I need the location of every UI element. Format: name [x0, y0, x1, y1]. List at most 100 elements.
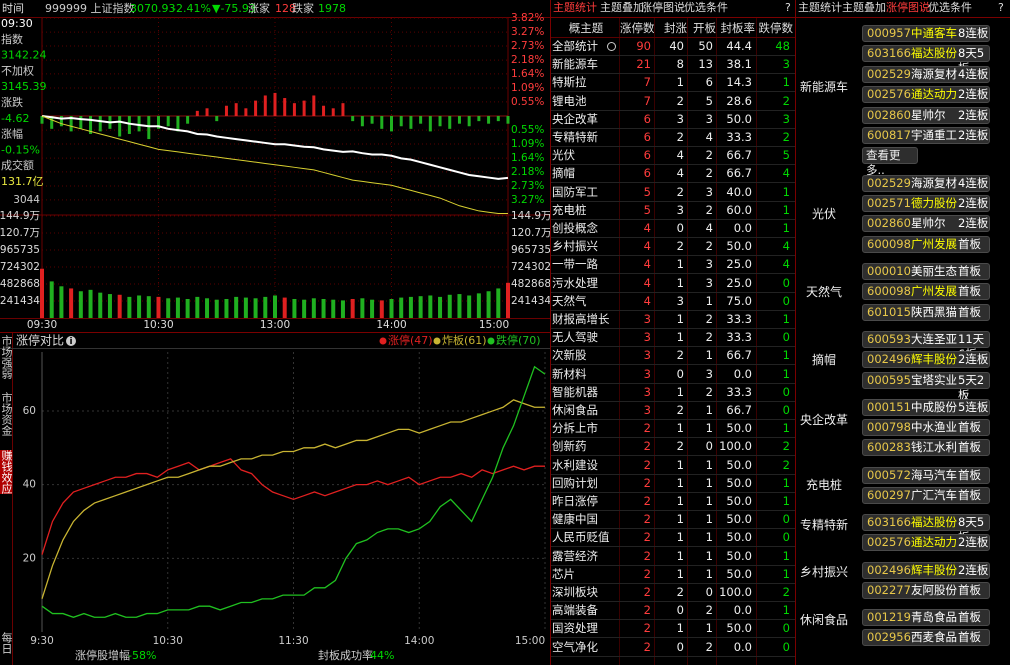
- side-tab[interactable]: 市场强弱: [0, 335, 13, 379]
- breadth-bar: [205, 108, 209, 116]
- tab[interactable]: 主题叠加: [600, 1, 644, 14]
- stock-pill[interactable]: 601015 陕西黑猫 首板: [862, 303, 990, 321]
- stock-pill[interactable]: 603166福达股份8天5板: [862, 45, 990, 75]
- table-cell[interactable]: 智能机器: [552, 384, 598, 399]
- column-line: [756, 18, 757, 665]
- tab[interactable]: 涨停图说: [641, 1, 685, 14]
- tab[interactable]: 涨停图说: [886, 1, 930, 14]
- table-cell[interactable]: 摘帽: [552, 166, 575, 181]
- stock-pill[interactable]: 000010 美丽生态 首板: [862, 262, 990, 280]
- table-cell[interactable]: 创新药: [552, 439, 587, 454]
- theme-label: 乡村振兴: [800, 565, 849, 580]
- table-cell[interactable]: 财报高增长: [552, 312, 610, 326]
- table-cell[interactable]: 新材料: [552, 366, 587, 381]
- stock-pill[interactable]: 000957 中通客车 8连板: [862, 25, 990, 42]
- stock-pill[interactable]: 002496 辉丰股份 2连板: [862, 561, 990, 579]
- table-cell[interactable]: 次新股: [552, 348, 587, 363]
- stock-pill[interactable]: 000572 海马汽车 首板: [862, 466, 990, 484]
- stock-tag: 5天2板: [958, 372, 985, 402]
- stock-pill[interactable]: 002576 通达动力 2连板: [862, 534, 990, 552]
- table-cell[interactable]: 央企改革: [552, 111, 598, 126]
- stock-pill[interactable]: 603166福达股份8天5板: [862, 514, 990, 544]
- stock-pill[interactable]: 002529 海源复材 4连板: [862, 174, 990, 192]
- stock-name: 辉丰股份: [911, 352, 957, 367]
- table-cell[interactable]: 全部统计: [552, 39, 598, 53]
- side-tab[interactable]: 市场资金: [0, 392, 13, 436]
- table-cell[interactable]: 回购计划: [552, 475, 598, 490]
- y-tick-label: 1.64%: [511, 68, 544, 80]
- breadth-bar: [40, 116, 44, 124]
- table-cell[interactable]: 创投概念: [552, 221, 598, 235]
- stock-code: 002496: [867, 352, 911, 367]
- table-cell[interactable]: 休闲食品: [552, 403, 598, 417]
- table-cell[interactable]: 芯片: [552, 566, 575, 581]
- table-cell[interactable]: 天然气: [552, 293, 587, 308]
- table-cell[interactable]: 健康中国: [552, 512, 598, 527]
- table-cell[interactable]: 深圳板块: [552, 585, 598, 599]
- volume-bar: [146, 296, 151, 318]
- stock-pill[interactable]: 000595 宝塔实业 5天2板: [862, 371, 990, 402]
- stock-pill[interactable]: 002529 海源复材 4连板: [862, 65, 990, 83]
- tab[interactable]: 主题统计: [553, 1, 597, 14]
- table-cell[interactable]: 人民币贬值: [552, 530, 610, 545]
- table-cell[interactable]: 一带一路: [552, 257, 598, 272]
- more-button[interactable]: 查看更多..: [862, 147, 918, 177]
- side-tab[interactable]: 赚钱效应: [0, 450, 13, 494]
- stock-pill[interactable]: 600817 宇通重工 2连板: [862, 127, 990, 144]
- theme-label: 天然气: [805, 284, 842, 299]
- stock-pill[interactable]: 600098 广州发展 首板: [862, 283, 990, 301]
- tab[interactable]: 优选条件: [928, 1, 972, 14]
- table-cell[interactable]: 污水处理: [552, 275, 598, 290]
- tab[interactable]: 主题统计: [798, 1, 842, 14]
- stock-pill[interactable]: 002860 星帅尔 2连板: [862, 215, 990, 233]
- tab[interactable]: ?: [785, 1, 791, 14]
- stock-tag: 2连板: [958, 535, 989, 550]
- table-cell[interactable]: 充电桩: [552, 202, 587, 217]
- table-cell: 2: [643, 530, 651, 545]
- stock-pill[interactable]: 002496 辉丰股份 2连板: [862, 351, 990, 369]
- stock-pill[interactable]: 000151 中成股份 5连板: [862, 398, 990, 416]
- tab[interactable]: 主题叠加: [842, 1, 886, 14]
- tab[interactable]: 优选条件: [684, 1, 728, 14]
- table-cell[interactable]: 无人驾驶: [552, 330, 598, 345]
- table-cell[interactable]: 国资处理: [552, 621, 598, 636]
- table-cell[interactable]: 分拆上市: [552, 421, 598, 436]
- stock-pill[interactable]: 600297 广汇汽车 首板: [862, 486, 990, 504]
- stock-pill[interactable]: 002860 星帅尔 2连板: [862, 106, 990, 124]
- table-cell[interactable]: 昨日涨停: [552, 494, 598, 508]
- table-cell[interactable]: 光伏: [552, 148, 575, 163]
- stock-tag: 4连板: [958, 175, 989, 190]
- table-cell[interactable]: 高端装备: [552, 603, 598, 618]
- table-cell[interactable]: 国防军工: [552, 184, 598, 199]
- table-cell[interactable]: 特斯拉: [552, 75, 587, 90]
- table-header: 开板: [693, 21, 716, 35]
- table-cell[interactable]: 锂电池: [552, 93, 587, 108]
- table-cell: 2: [643, 639, 651, 654]
- table-cell: 1: [676, 75, 684, 90]
- stock-name: 宝塔实业: [911, 372, 957, 387]
- info-item: 不加权: [1, 64, 34, 77]
- stock-pill[interactable]: 600283 钱江水利 首板: [862, 439, 990, 457]
- table-cell[interactable]: 露营经济: [552, 548, 598, 563]
- table-cell[interactable]: 空气净化: [552, 639, 598, 654]
- stock-pill[interactable]: 002571 德力股份 2连板: [862, 194, 990, 212]
- table-cell[interactable]: 水利建设: [552, 457, 598, 472]
- breadth-bar: [283, 98, 287, 116]
- stock-pill[interactable]: 600593大连圣亚11天6板: [862, 330, 990, 361]
- stock-pill[interactable]: 000798 中水渔业 首板: [862, 419, 990, 436]
- table-cell[interactable]: 乡村振兴: [552, 239, 598, 254]
- side-tab[interactable]: 每日: [0, 632, 13, 654]
- table-cell[interactable]: 新能源车: [552, 57, 598, 72]
- stock-pill[interactable]: 600098 广州发展 首板: [862, 235, 990, 253]
- table-cell: 0: [782, 530, 790, 545]
- table-cell[interactable]: 专精特新: [552, 130, 598, 144]
- stock-pill[interactable]: 002576 通达动力 2连板: [862, 86, 990, 104]
- stock-pill[interactable]: 001219 青岛食品 首板: [862, 609, 990, 626]
- stock-pill[interactable]: 002956 西麦食品 首板: [862, 629, 990, 647]
- row-line: [551, 510, 795, 511]
- table-cell: 50.0: [726, 475, 752, 490]
- stock-name: 美丽生态: [911, 263, 957, 278]
- tab[interactable]: ?: [998, 1, 1004, 14]
- row-line: [551, 55, 795, 56]
- stock-pill[interactable]: 002277 友阿股份 首板: [862, 581, 990, 599]
